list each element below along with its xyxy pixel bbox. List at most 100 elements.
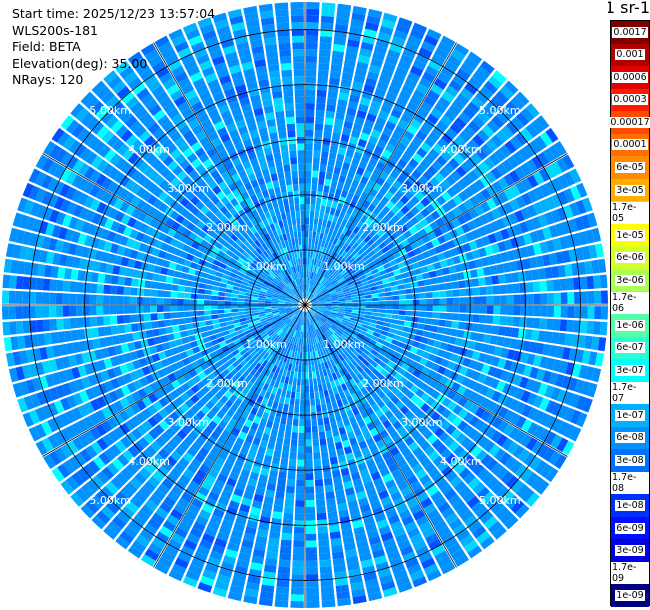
range-bin	[66, 440, 79, 455]
range-bin	[324, 423, 332, 432]
range-bin	[484, 354, 494, 365]
range-bin	[201, 376, 211, 386]
range-bin	[164, 544, 179, 557]
range-bin	[327, 337, 333, 345]
range-bin	[458, 130, 471, 143]
range-bin	[193, 551, 208, 563]
range-bin	[434, 427, 445, 438]
range-bin	[212, 319, 220, 325]
range-bin	[370, 500, 382, 510]
range-bin	[320, 288, 327, 294]
range-bin	[447, 542, 462, 556]
range-bin	[190, 216, 200, 226]
range-bin	[420, 208, 430, 218]
range-bin	[285, 349, 291, 357]
range-bin	[419, 77, 432, 89]
range-bin	[358, 497, 369, 507]
range-bin	[165, 326, 174, 334]
range-bin	[255, 535, 268, 545]
range-bin	[63, 318, 71, 330]
range-bin	[468, 183, 480, 195]
range-bin	[34, 171, 47, 187]
range-bin	[456, 68, 471, 81]
range-bin	[261, 243, 269, 251]
range-bin	[267, 385, 274, 393]
range-bin	[283, 438, 291, 446]
range-bin	[192, 322, 200, 329]
range-bin	[228, 182, 238, 192]
range-bin	[156, 297, 164, 305]
range-bin	[225, 316, 233, 322]
range-bin	[289, 282, 294, 289]
range-bin	[268, 273, 275, 280]
range-bin	[325, 282, 332, 288]
range-bin	[311, 184, 318, 192]
range-bin	[493, 346, 503, 357]
range-bin	[329, 77, 340, 86]
range-bin	[300, 210, 305, 218]
range-bin	[424, 445, 436, 457]
range-bin	[157, 313, 165, 320]
range-bin	[15, 275, 24, 290]
range-bin	[328, 517, 339, 526]
range-bin	[298, 264, 302, 272]
range-bin	[364, 226, 373, 235]
range-bin	[289, 291, 295, 297]
range-bin	[265, 310, 272, 314]
range-bin	[231, 22, 246, 32]
range-bin	[296, 324, 300, 331]
range-bin	[291, 273, 296, 281]
range-bin	[377, 211, 386, 220]
range-bin	[28, 185, 40, 201]
range-bin	[378, 313, 386, 318]
range-bin	[370, 319, 378, 324]
range-bin	[71, 174, 83, 188]
range-bin	[281, 212, 287, 221]
range-bin	[174, 203, 185, 214]
range-bin	[285, 177, 292, 186]
range-bin	[362, 348, 371, 356]
range-bin	[288, 197, 294, 206]
range-bin	[192, 226, 202, 235]
range-bin	[206, 410, 216, 420]
range-bin	[365, 271, 373, 278]
range-bin	[335, 318, 342, 324]
range-bin	[92, 261, 101, 272]
range-bin	[77, 178, 89, 191]
range-bin	[233, 230, 242, 239]
range-bin	[284, 269, 290, 276]
range-bin	[295, 295, 301, 301]
range-bin	[569, 393, 580, 408]
range-bin	[558, 360, 569, 374]
range-bin	[268, 330, 275, 337]
range-bin	[242, 386, 250, 396]
range-bin	[504, 326, 513, 337]
range-bin	[500, 305, 507, 315]
range-bin	[435, 183, 446, 195]
range-bin	[475, 148, 488, 161]
range-bin	[286, 327, 292, 335]
range-bin	[395, 575, 411, 587]
range-bin	[394, 372, 403, 381]
range-bin	[403, 258, 412, 266]
range-bin	[103, 316, 111, 326]
range-bin	[315, 492, 325, 500]
range-bin	[419, 244, 428, 253]
range-bin	[228, 418, 238, 428]
range-bin	[211, 355, 221, 364]
range-bin	[269, 378, 276, 387]
range-bin	[265, 312, 273, 316]
range-bin	[137, 388, 148, 399]
range-bin	[489, 335, 498, 345]
range-bin	[415, 388, 425, 398]
range-bin	[257, 302, 265, 305]
range-bin	[221, 368, 230, 377]
range-bin	[321, 289, 328, 294]
range-bin	[170, 347, 180, 356]
range-bin	[161, 120, 174, 132]
range-bin	[116, 245, 126, 256]
range-bin	[174, 41, 189, 53]
range-bin	[374, 328, 382, 334]
range-bin	[293, 231, 298, 239]
range-bin	[487, 344, 496, 355]
